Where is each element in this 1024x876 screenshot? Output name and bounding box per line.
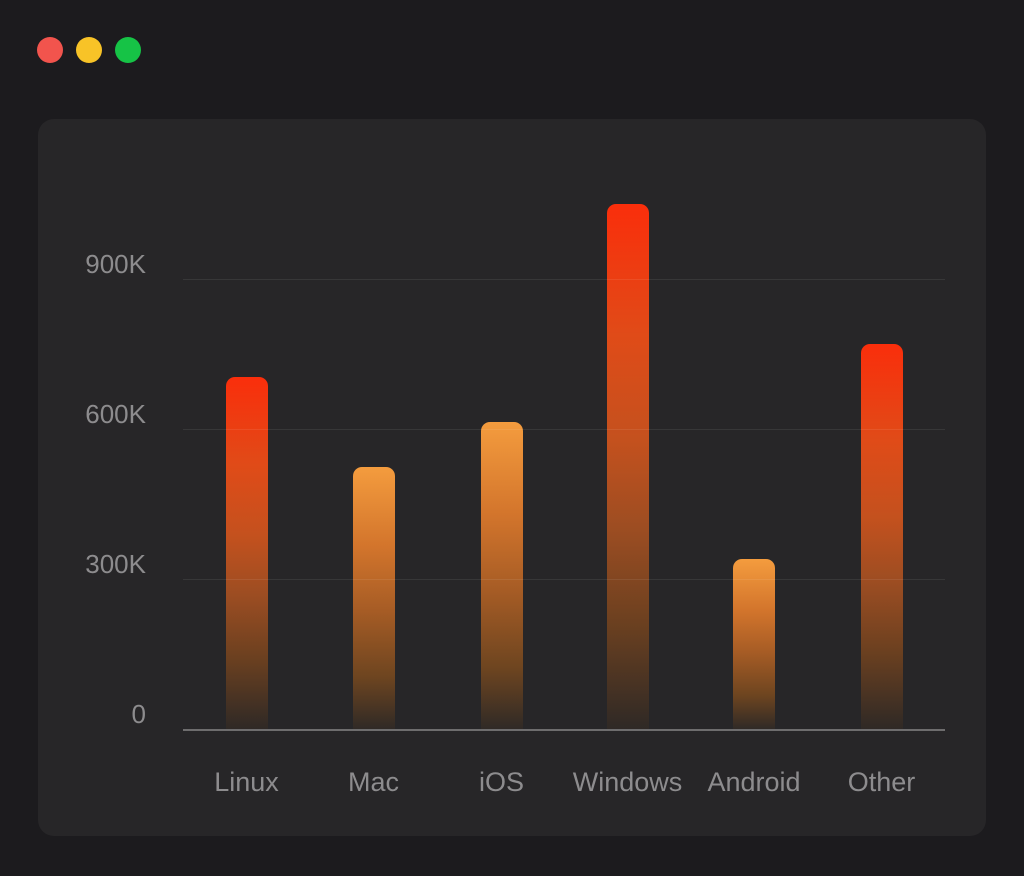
- x-axis-category-label: Android: [707, 767, 801, 797]
- minimize-button[interactable]: [76, 37, 102, 63]
- chart-bar-mac[interactable]: [352, 466, 395, 729]
- y-axis-tick-label: 0: [131, 699, 146, 729]
- x-axis-category-label: iOS: [478, 767, 524, 797]
- close-button[interactable]: [37, 37, 63, 63]
- window-controls: [37, 37, 141, 63]
- y-axis-tick-label: 600K: [85, 399, 146, 429]
- y-axis-tick-label: 900K: [85, 249, 146, 279]
- x-axis-category-label: Mac: [347, 767, 399, 797]
- gridline: [183, 429, 945, 430]
- x-axis-category-label: Windows: [572, 767, 683, 797]
- chart-bar-windows[interactable]: [606, 204, 649, 729]
- y-axis-tick-label: 300K: [85, 549, 146, 579]
- x-axis-category-label: Other: [847, 767, 916, 797]
- gridline: [183, 279, 945, 280]
- chart-bar-linux[interactable]: [225, 376, 268, 729]
- window-titlebar: [0, 0, 1024, 100]
- gridline: [183, 579, 945, 580]
- chart-card: 0 300K 600K 900K Linux Mac iOS Windows Android Ot…: [38, 119, 986, 836]
- chart-bar-other[interactable]: [860, 344, 903, 729]
- x-axis-line: [183, 729, 945, 731]
- x-axis-category-label: Linux: [214, 767, 279, 797]
- maximize-button[interactable]: [115, 37, 141, 63]
- chart-bar-android[interactable]: [733, 559, 775, 729]
- bar-chart: 0 300K 600K 900K Linux Mac iOS Windows Android Ot…: [38, 119, 986, 836]
- chart-bar-ios[interactable]: [480, 421, 523, 729]
